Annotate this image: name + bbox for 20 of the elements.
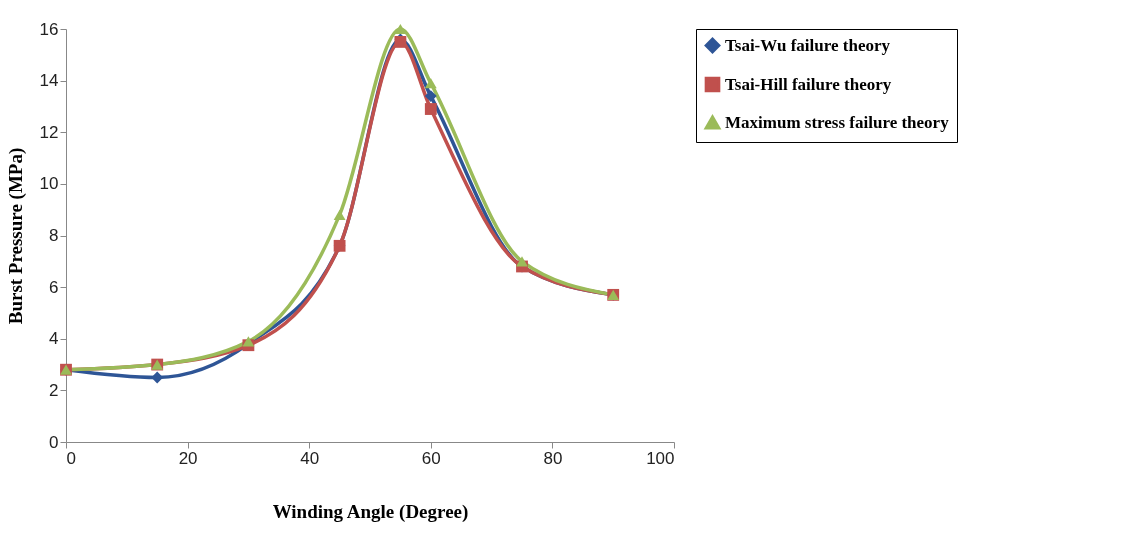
x-tick-label: 60 bbox=[421, 448, 441, 468]
y-tick-label: 14 bbox=[39, 71, 59, 91]
x-tick-label: 0 bbox=[66, 448, 76, 468]
x-tick-label: 80 bbox=[543, 448, 563, 468]
legend-label: Maximum stress failure theory bbox=[725, 112, 950, 132]
y-tick-label: 4 bbox=[49, 329, 59, 349]
x-tick-label: 20 bbox=[178, 448, 198, 468]
y-tick-label: 0 bbox=[49, 432, 59, 452]
y-axis-title: Burst Pressure (MPa) bbox=[4, 147, 27, 325]
legend-label: Tsai-Wu failure theory bbox=[725, 35, 891, 55]
legend-label: Tsai-Hill failure theory bbox=[725, 74, 892, 94]
y-tick-label: 12 bbox=[39, 122, 59, 142]
x-axis-title: Winding Angle (Degree) bbox=[272, 500, 469, 523]
y-tick-label: 2 bbox=[49, 380, 59, 400]
y-tick-label: 6 bbox=[49, 277, 59, 297]
x-tick-label: 40 bbox=[300, 448, 320, 468]
y-tick-label: 10 bbox=[39, 174, 59, 194]
x-tick-label: 100 bbox=[646, 448, 675, 468]
y-tick-label: 16 bbox=[39, 19, 59, 39]
y-tick-label: 8 bbox=[49, 226, 59, 245]
